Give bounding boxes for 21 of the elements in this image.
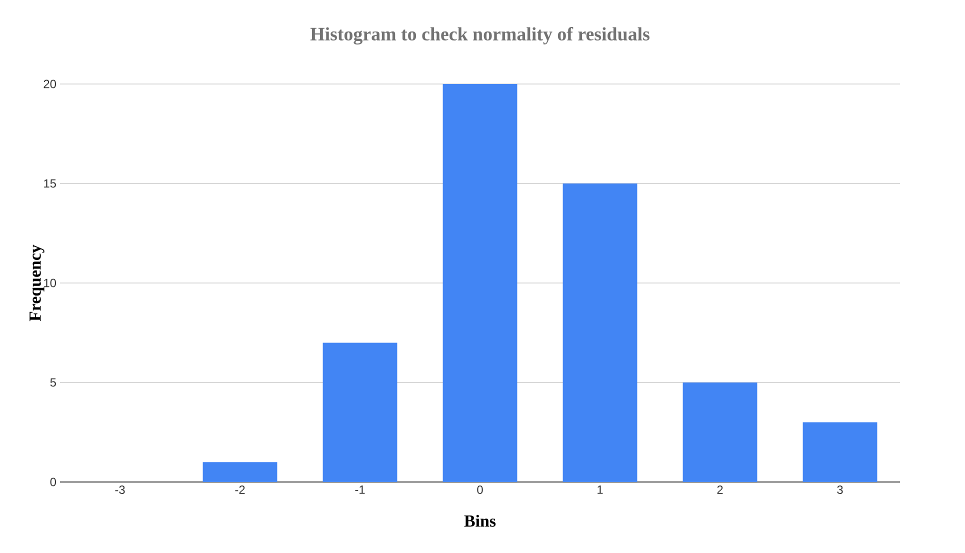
bar [322,342,398,482]
x-axis-title: Bins [464,514,496,527]
bar [682,382,758,482]
x-tick-label: 3 [837,486,843,494]
y-tick-label: 15 [44,179,56,188]
x-tick-label: 0 [477,486,483,494]
x-tick-label: -2 [235,486,245,494]
bar [802,422,878,482]
bar [202,462,278,482]
y-tick-label: 20 [44,80,56,88]
y-axis-title: Frequency [30,244,44,322]
x-tick-label: 2 [717,486,723,494]
chart-title: Histogram to check normality of residuals [310,26,650,44]
x-tick-label: 1 [598,486,603,494]
y-tick-label: 10 [44,278,56,288]
x-tick-label: -1 [355,486,365,494]
bar [442,84,518,482]
y-tick-label: 0 [50,478,56,486]
bar [562,183,638,482]
y-tick-label: 5 [50,378,56,387]
x-tick-label: -3 [115,486,125,494]
